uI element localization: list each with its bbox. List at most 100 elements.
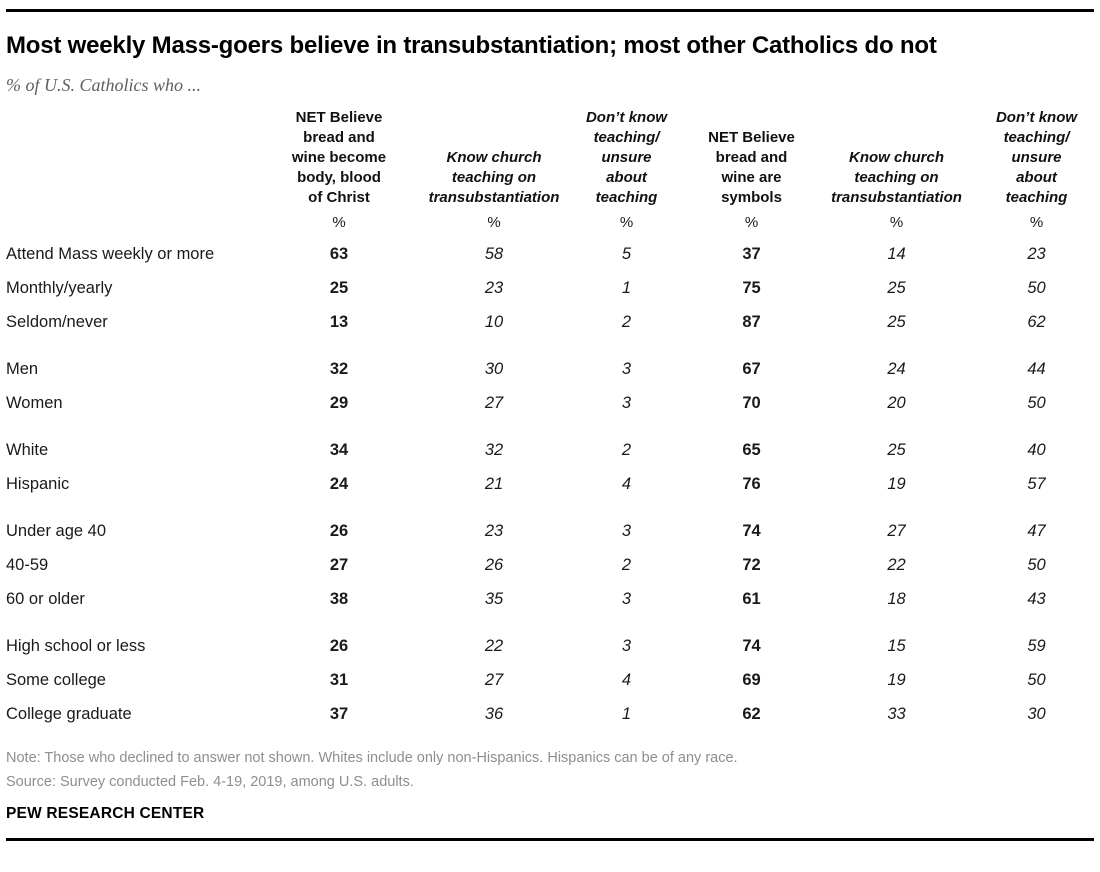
cell-value: 1 — [621, 705, 632, 723]
table-row: Women 29 27 3 70 20 50 — [6, 387, 1094, 421]
cell-value: 2 — [621, 556, 632, 574]
cell-value: 74 — [742, 637, 761, 655]
cell-value: 69 — [742, 671, 761, 689]
cell-value: 1 — [621, 279, 632, 297]
row-label: 60 or older — [6, 590, 85, 608]
column-header-dont-know-2: Don’t know teaching/ unsure about teachi… — [995, 109, 1078, 206]
cell-value: 19 — [887, 475, 906, 493]
row-label: Attend Mass weekly or more — [6, 245, 215, 263]
cell-value: 32 — [484, 441, 504, 459]
header-row: NET Believe bread and wine become body, … — [6, 108, 1094, 212]
table-row: Monthly/yearly 25 23 1 75 25 50 — [6, 272, 1094, 306]
row-label: Men — [6, 360, 39, 378]
note-text: Note: Those who declined to answer not s… — [6, 750, 738, 766]
cell-value: 36 — [484, 705, 504, 723]
cell-value: 34 — [329, 441, 349, 459]
cell-value: 33 — [887, 705, 906, 723]
cell-value: 13 — [329, 313, 349, 331]
cell-value: 18 — [887, 590, 906, 608]
table-row: 60 or older 38 35 3 61 18 43 — [6, 583, 1094, 617]
cell-value: 3 — [621, 637, 632, 655]
cell-value: 50 — [1027, 394, 1046, 412]
table-row: Men 32 30 3 67 24 44 — [6, 340, 1094, 387]
cell-value: 47 — [1027, 522, 1046, 540]
stats-table: NET Believe bread and wine become body, … — [6, 108, 1094, 732]
cell-value: 65 — [742, 441, 761, 459]
cell-value: 29 — [329, 394, 349, 412]
percent-symbol: % — [1029, 214, 1044, 231]
page: Most weekly Mass-goers believe in transu… — [0, 9, 1100, 872]
cell-value: 22 — [484, 637, 504, 655]
cell-value: 2 — [621, 313, 632, 331]
cell-value: 62 — [742, 705, 761, 723]
cell-value: 4 — [621, 671, 632, 689]
page-title: Most weekly Mass-goers believe in transu… — [6, 32, 937, 59]
cell-value: 76 — [742, 475, 761, 493]
percent-symbol: % — [487, 214, 501, 231]
table-row: College graduate 37 36 1 62 33 30 — [6, 698, 1094, 732]
cell-value: 59 — [1027, 637, 1046, 655]
cell-value: 61 — [742, 590, 761, 608]
row-label: Under age 40 — [6, 522, 106, 540]
brand-name: PEW RESEARCH CENTER — [6, 805, 205, 822]
row-label: Hispanic — [6, 475, 70, 493]
cell-value: 3 — [621, 394, 632, 412]
cell-value: 44 — [1027, 360, 1046, 378]
cell-value: 30 — [484, 360, 504, 378]
cell-value: 25 — [887, 279, 906, 297]
cell-value: 70 — [742, 394, 761, 412]
column-header-net-believe-symbols: NET Believe bread and wine are symbols — [708, 129, 795, 206]
table-row: Attend Mass weekly or more 63 58 5 37 14… — [6, 238, 1094, 272]
header-spacer — [6, 108, 254, 212]
table-row: Hispanic 24 21 4 76 19 57 — [6, 468, 1094, 502]
cell-value: 3 — [621, 590, 632, 608]
percent-spacer — [6, 212, 254, 238]
table-row: Under age 40 26 23 3 74 27 47 — [6, 502, 1094, 549]
row-label: Some college — [6, 671, 106, 689]
row-label: Women — [6, 394, 63, 412]
cell-value: 19 — [887, 671, 906, 689]
table-row: 40-59 27 26 2 72 22 50 — [6, 549, 1094, 583]
cell-value: 25 — [887, 313, 906, 331]
cell-value: 3 — [621, 360, 632, 378]
table-body: Attend Mass weekly or more 63 58 5 37 14… — [6, 238, 1094, 732]
cell-value: 37 — [329, 705, 349, 723]
cell-value: 62 — [1027, 313, 1046, 331]
cell-value: 63 — [329, 245, 349, 263]
cell-value: 23 — [1027, 245, 1046, 263]
cell-value: 21 — [484, 475, 504, 493]
row-label: White — [6, 441, 49, 459]
cell-value: 38 — [329, 590, 349, 608]
cell-value: 26 — [329, 637, 349, 655]
cell-value: 25 — [329, 279, 349, 297]
percent-symbol: % — [889, 214, 904, 231]
cell-value: 2 — [621, 441, 632, 459]
cell-value: 24 — [329, 475, 349, 493]
percent-symbol: % — [619, 214, 634, 231]
cell-value: 50 — [1027, 279, 1046, 297]
percent-row: % % % % % % — [6, 212, 1094, 238]
cell-value: 58 — [484, 245, 504, 263]
cell-value: 30 — [1027, 705, 1046, 723]
bottom-rule — [6, 838, 1094, 841]
percent-symbol: % — [744, 214, 759, 231]
cell-value: 10 — [484, 313, 504, 331]
percent-symbol: % — [332, 214, 346, 231]
cell-value: 27 — [887, 522, 906, 540]
cell-value: 27 — [484, 671, 504, 689]
cell-value: 75 — [742, 279, 761, 297]
column-header-dont-know-1: Don’t know teaching/ unsure about teachi… — [585, 109, 668, 206]
cell-value: 74 — [742, 522, 761, 540]
cell-value: 50 — [1027, 556, 1046, 574]
column-header-net-believe-body-blood: NET Believe bread and wine become body, … — [291, 109, 387, 206]
cell-value: 14 — [887, 245, 906, 263]
row-label: 40-59 — [6, 556, 49, 574]
row-label: Seldom/never — [6, 313, 108, 331]
column-header-know-teaching-1: Know church teaching on transubstantiati… — [428, 149, 560, 206]
cell-value: 27 — [329, 556, 349, 574]
footer-notes: Note: Those who declined to answer not s… — [6, 746, 1094, 794]
cell-value: 26 — [329, 522, 349, 540]
cell-value: 24 — [887, 360, 906, 378]
cell-value: 26 — [484, 556, 504, 574]
cell-value: 4 — [621, 475, 632, 493]
